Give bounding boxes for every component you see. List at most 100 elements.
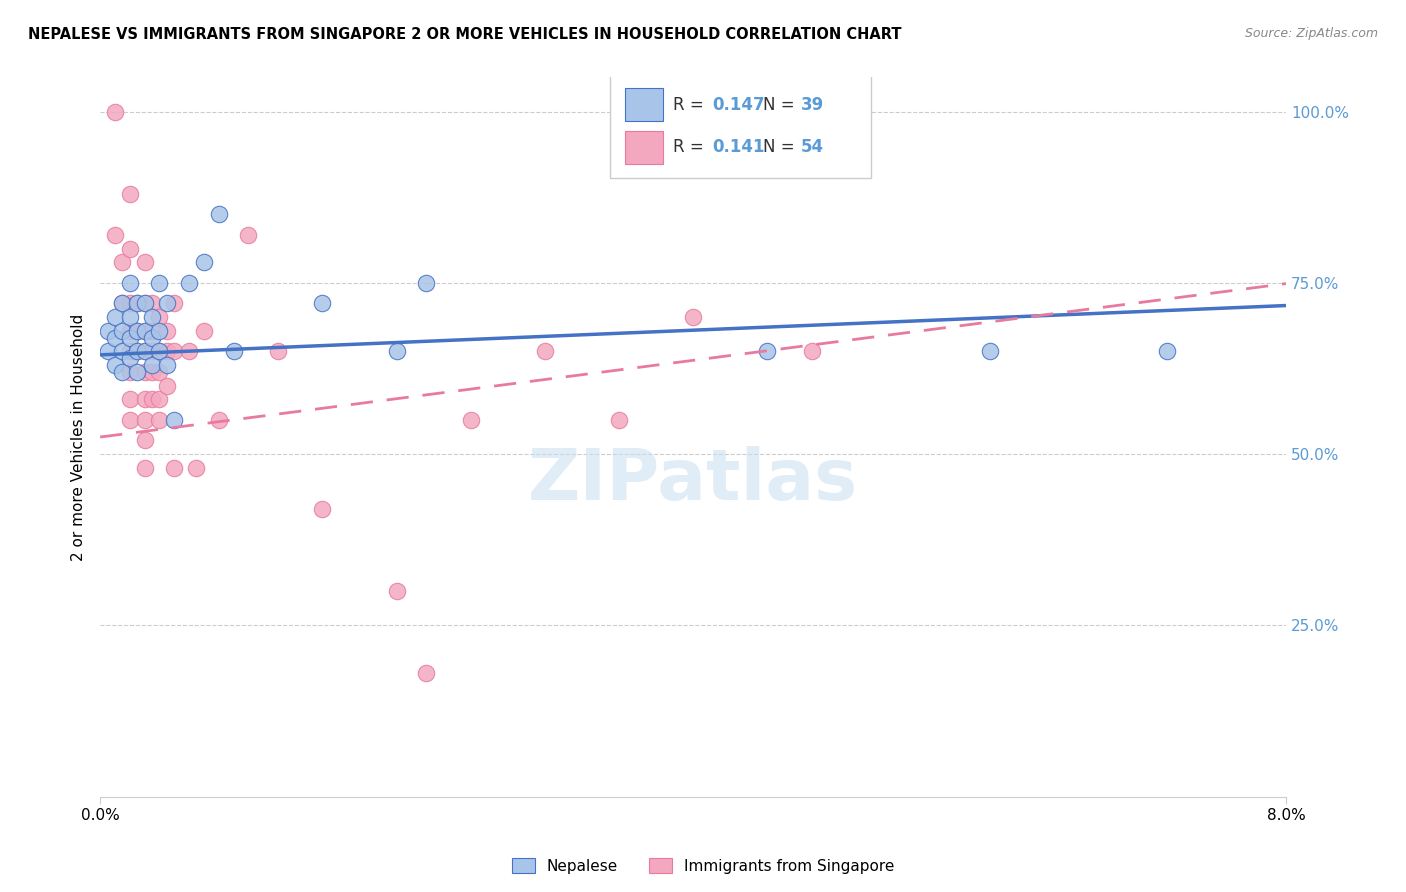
Point [134, 413, 156, 427]
Point [148, 344, 170, 359]
Point [118, 413, 141, 427]
Point [148, 324, 170, 338]
Point [118, 344, 141, 359]
Point [141, 358, 163, 372]
Point [163, 413, 186, 427]
Point [148, 276, 170, 290]
Point [163, 461, 186, 475]
Point [163, 296, 186, 310]
Point [415, 666, 437, 681]
Point [141, 310, 163, 325]
Y-axis label: 2 or more Vehicles in Household: 2 or more Vehicles in Household [72, 313, 86, 561]
Point [134, 344, 156, 359]
Point [134, 324, 156, 338]
Point [111, 296, 134, 310]
Point [134, 296, 156, 310]
Point [127, 324, 149, 338]
Point [104, 227, 127, 242]
Text: 39: 39 [801, 95, 824, 113]
Point [533, 344, 555, 359]
Point [607, 413, 630, 427]
Point [127, 296, 149, 310]
Point [141, 365, 163, 379]
Point [134, 392, 156, 407]
Point [148, 392, 170, 407]
Point [96, 324, 118, 338]
Point [111, 344, 134, 359]
Point [186, 461, 208, 475]
Point [156, 296, 179, 310]
FancyBboxPatch shape [610, 74, 870, 178]
Point [134, 434, 156, 448]
Point [148, 310, 170, 325]
FancyBboxPatch shape [626, 88, 664, 121]
Text: 0.141: 0.141 [711, 138, 765, 156]
Point [118, 276, 141, 290]
Text: Source: ZipAtlas.com: Source: ZipAtlas.com [1244, 27, 1378, 40]
Point [156, 324, 179, 338]
Point [311, 502, 333, 516]
Point [118, 351, 141, 366]
Point [118, 324, 141, 338]
Point [111, 365, 134, 379]
Point [156, 358, 179, 372]
Point [193, 255, 215, 269]
Point [134, 324, 156, 338]
Point [385, 344, 408, 359]
Point [111, 324, 134, 338]
Point [104, 331, 127, 345]
Point [415, 276, 437, 290]
Point [756, 344, 779, 359]
Point [134, 461, 156, 475]
Text: 0.147: 0.147 [711, 95, 765, 113]
Point [127, 296, 149, 310]
Point [104, 310, 127, 325]
Point [193, 324, 215, 338]
Text: R =: R = [673, 138, 709, 156]
Point [134, 344, 156, 359]
Point [1156, 344, 1178, 359]
Text: 54: 54 [801, 138, 824, 156]
Point [118, 310, 141, 325]
Point [141, 331, 163, 345]
Point [156, 344, 179, 359]
Point [127, 365, 149, 379]
Point [111, 296, 134, 310]
Point [148, 413, 170, 427]
Point [118, 296, 141, 310]
Legend: Nepalese, Immigrants from Singapore: Nepalese, Immigrants from Singapore [506, 852, 900, 880]
Point [460, 413, 482, 427]
FancyBboxPatch shape [626, 131, 664, 164]
Point [979, 344, 1001, 359]
Point [118, 331, 141, 345]
Point [118, 365, 141, 379]
Point [208, 413, 231, 427]
Point [141, 324, 163, 338]
Text: N =: N = [763, 95, 800, 113]
Point [163, 344, 186, 359]
Point [148, 344, 170, 359]
Point [134, 255, 156, 269]
Point [148, 365, 170, 379]
Point [104, 104, 127, 119]
Point [127, 324, 149, 338]
Point [156, 378, 179, 392]
Point [177, 344, 200, 359]
Point [267, 344, 290, 359]
Text: ZIPatlas: ZIPatlas [529, 446, 858, 515]
Point [118, 242, 141, 256]
Point [127, 344, 149, 359]
Point [118, 186, 141, 201]
Point [682, 310, 704, 325]
Point [118, 392, 141, 407]
Point [177, 276, 200, 290]
Point [141, 344, 163, 359]
Point [134, 365, 156, 379]
Point [238, 227, 260, 242]
Point [208, 207, 231, 221]
Text: NEPALESE VS IMMIGRANTS FROM SINGAPORE 2 OR MORE VEHICLES IN HOUSEHOLD CORRELATIO: NEPALESE VS IMMIGRANTS FROM SINGAPORE 2 … [28, 27, 901, 42]
Point [104, 358, 127, 372]
Point [111, 255, 134, 269]
Point [800, 344, 823, 359]
Text: R =: R = [673, 95, 709, 113]
